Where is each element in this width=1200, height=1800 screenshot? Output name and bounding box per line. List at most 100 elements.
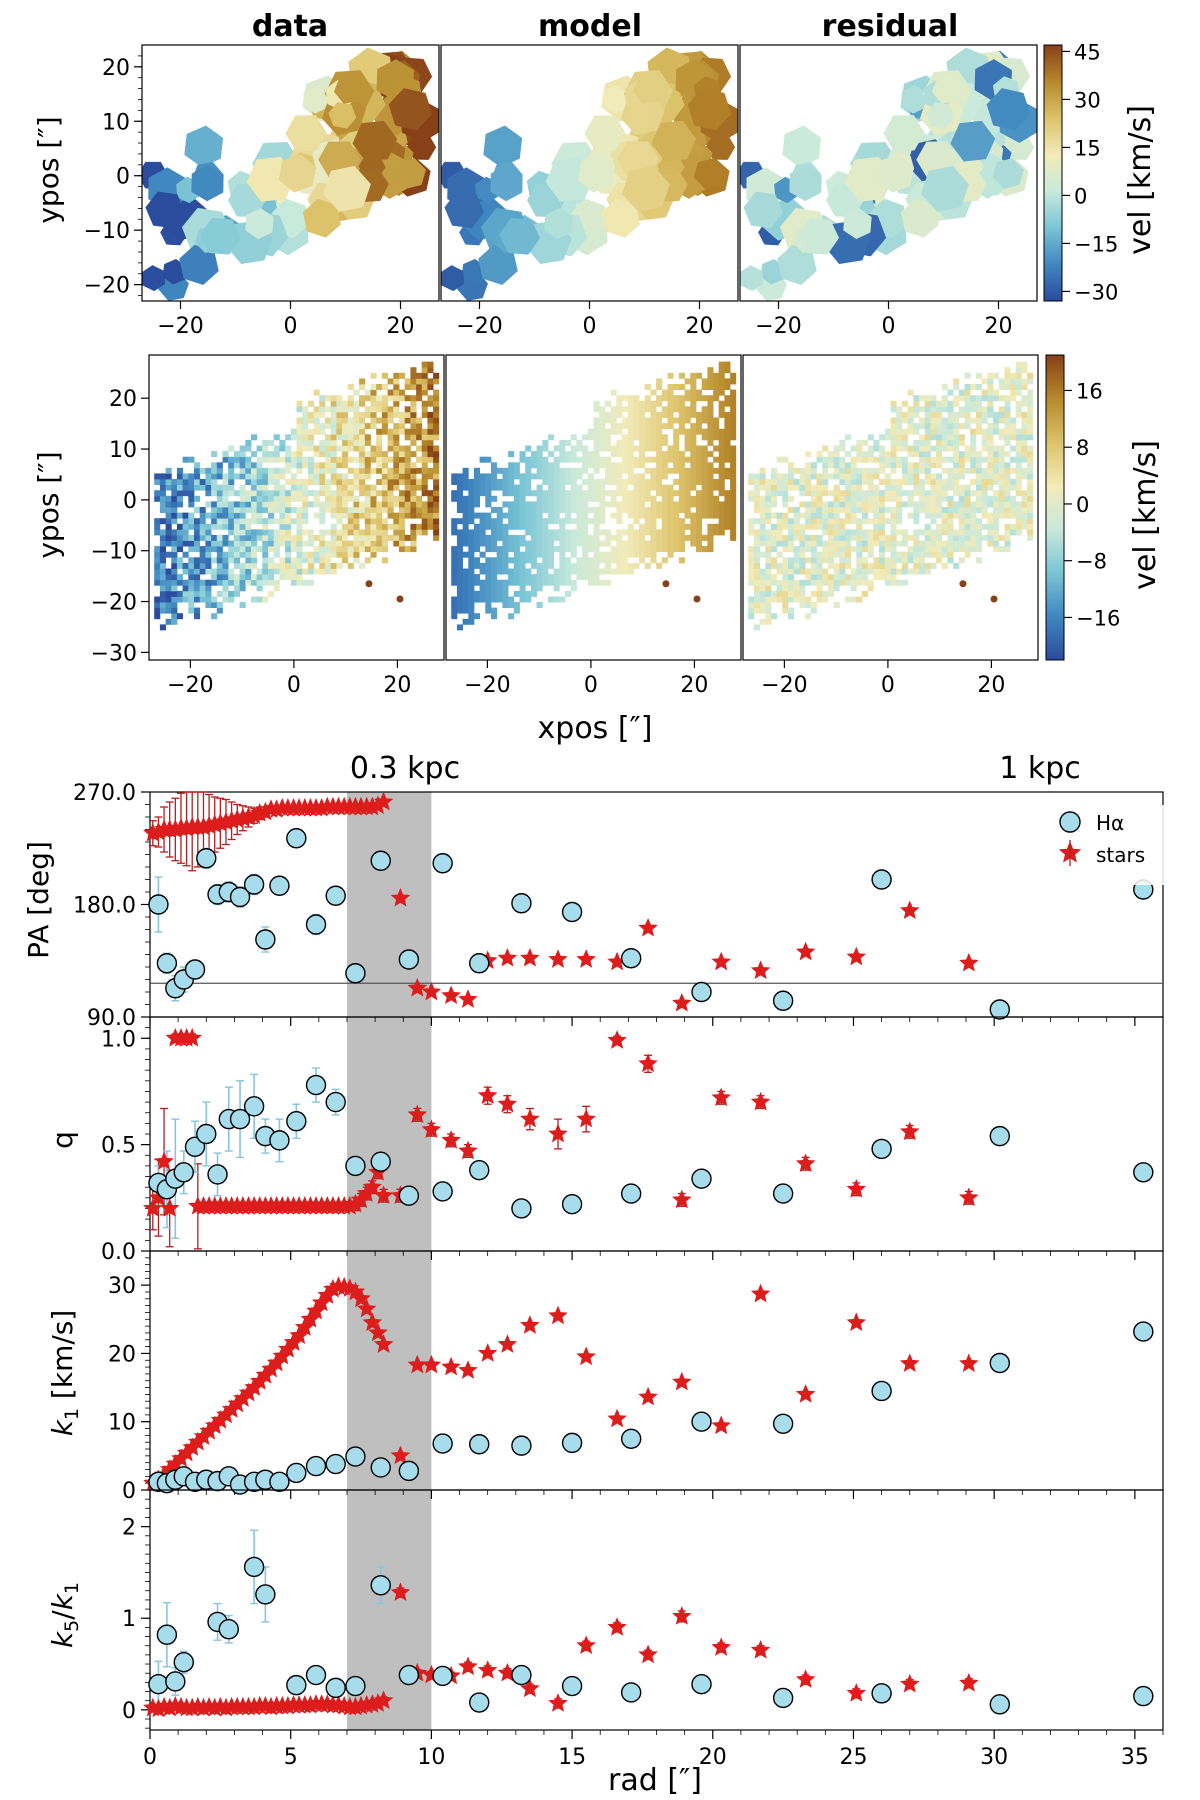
bottom-map-pixel <box>473 574 480 581</box>
bottom-map-pixel <box>947 439 954 446</box>
bottom-map-pixel <box>822 590 829 597</box>
bottom-map-pixel <box>867 507 874 513</box>
bottom-map-pixel <box>381 372 388 379</box>
bottom-map-pixel <box>684 417 691 424</box>
bottom-map-pixel <box>296 574 303 581</box>
bottom-map-pixel <box>690 395 697 402</box>
bottom-map-pixel <box>862 562 869 569</box>
bottom-map-pixel <box>805 540 812 547</box>
bottom-map-pixel <box>696 467 703 474</box>
bottom-map-pixel <box>924 406 931 413</box>
ytick-label-pa: 180.0 <box>73 894 136 919</box>
bottom-map-pixel <box>993 395 1000 402</box>
bottom-map-pixel <box>707 507 714 513</box>
bottom-map-pixel <box>525 456 532 463</box>
bottom-map-pixel <box>667 507 674 513</box>
bottom-map-pixel <box>788 473 795 480</box>
bottom-map-pixel <box>673 512 680 519</box>
bottom-map-pixel <box>644 540 651 547</box>
bottom-map-pixel <box>570 540 577 547</box>
bottom-map-pixel <box>216 512 223 519</box>
bottom-map-pixel <box>724 523 731 530</box>
bottom-map-pixel <box>251 495 258 502</box>
bottom-map-pixel <box>799 479 806 485</box>
bottom-map-pixel <box>1010 507 1017 513</box>
bottom-map-pixel <box>810 501 817 508</box>
bottom-map-pixel <box>667 484 674 491</box>
bottom-map-pixel <box>867 479 874 485</box>
bottom-map-pixel <box>1021 490 1028 497</box>
bottom-map-pixel <box>336 501 343 508</box>
bottom-map-pixel <box>678 417 685 424</box>
bottom-map-pixel <box>701 479 708 485</box>
bottom-map-pixel <box>559 557 566 564</box>
bottom-map-pixel <box>387 512 394 519</box>
bottom-map-pixel <box>816 540 823 547</box>
bottom-map-pixel <box>421 389 428 396</box>
bottom-map-pixel <box>342 400 349 407</box>
bottom-map-pixel <box>165 484 172 491</box>
bottom-map-pixel <box>805 568 812 575</box>
bottom-map-pixel <box>587 428 594 435</box>
bottom-map-pixel <box>639 479 646 485</box>
bottom-map-pixel <box>513 512 520 519</box>
bottom-map-pixel <box>907 467 914 474</box>
bottom-map-pixel <box>941 384 948 390</box>
bottom-map-pixel <box>233 557 240 564</box>
bottom-map-pixel <box>199 551 206 558</box>
bottom-map-pixel <box>536 462 543 469</box>
bottom-map-pixel <box>958 467 965 474</box>
bottom-map-pixel <box>519 540 526 547</box>
bottom-map-pixel <box>822 490 829 497</box>
bottom-map-pixel <box>793 579 800 586</box>
bottom-map-pixel <box>307 467 314 474</box>
bottom-map-pixel <box>364 406 371 413</box>
bottom-map-pixel <box>964 484 971 491</box>
bottom-map-pixel <box>393 411 400 418</box>
bottom-map-pixel <box>907 501 914 508</box>
bottom-map-pixel <box>633 551 640 558</box>
bottom-map-pixel <box>890 456 897 463</box>
bottom-map-pixel <box>684 479 691 485</box>
bottom-map-pixel <box>364 423 371 430</box>
bottom-map-pixel <box>993 411 1000 418</box>
bottom-map-pixel <box>519 518 526 525</box>
bottom-map-pixel <box>245 490 252 497</box>
bottom-map-pixel <box>845 451 852 458</box>
bottom-map-pixel <box>776 490 783 497</box>
bottom-map-pixel <box>381 479 388 485</box>
bottom-map-pixel <box>724 495 731 502</box>
bottom-map-pixel <box>194 473 201 480</box>
stars-point <box>407 1104 428 1124</box>
halpha-point <box>207 1164 228 1185</box>
bottom-map-pixel <box>370 507 377 513</box>
bottom-map-pixel <box>1015 406 1022 413</box>
bottom-map-pixel <box>496 568 503 575</box>
bottom-map-pixel <box>941 495 948 502</box>
bottom-map-pixel <box>576 495 583 502</box>
bottom-map-pixel <box>553 490 560 497</box>
bottom-map-pixel <box>519 551 526 558</box>
bottom-map-pixel <box>370 540 377 547</box>
bottom-map-pixel <box>553 501 560 508</box>
bottom-map-pixel <box>947 529 954 536</box>
bottom-map-pixel <box>1021 434 1028 441</box>
stars-point <box>497 1093 518 1113</box>
bottom-map-pixel <box>485 501 492 508</box>
bottom-map-pixel <box>604 562 611 569</box>
top-ytick-label: 20 <box>102 56 130 81</box>
bottom-map-pixel <box>913 512 920 519</box>
bottom-map-pixel <box>205 467 212 474</box>
bottom-map-pixel <box>347 546 354 553</box>
bottom-map-pixel <box>273 501 280 508</box>
bottom-map-pixel <box>856 568 863 575</box>
bottom-map-pixel <box>410 507 417 513</box>
bottom-map-pixel <box>279 445 286 452</box>
bottom-map-pixel <box>456 501 463 508</box>
bottom-map-pixel <box>188 568 195 575</box>
bottom-map-pixel <box>884 451 891 458</box>
bottom-map-pixel <box>285 540 292 547</box>
bottom-map-pixel <box>998 462 1005 469</box>
bottom-map-pixel <box>678 557 685 564</box>
bottom-map-pixel <box>251 546 258 553</box>
